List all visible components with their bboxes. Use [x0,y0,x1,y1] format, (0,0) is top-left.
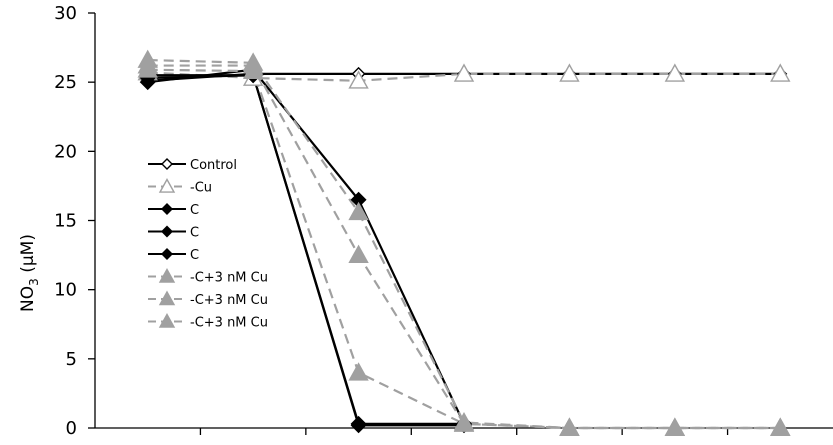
series-line-6 [147,64,781,430]
y-axis-title: NO3 (µM) [18,234,41,312]
y-axis-title-subscript: 3 [27,278,41,286]
legend-label: Control [190,158,237,173]
y-tick-label: 20 [54,141,77,162]
y-tick-label: 25 [54,72,77,93]
data-point-series-7 [453,413,475,432]
data-point-series-1 [770,63,791,82]
legend-label: C [190,203,199,218]
data-point-series-7 [664,417,686,436]
y-axis-title-main: NO [18,286,38,312]
series-line-5 [147,58,781,430]
legend-swatch-marker [161,225,173,238]
legend-label: C [190,226,199,241]
legend-swatch-marker [161,203,173,215]
y-axis-title-unit: (µM) [18,234,38,278]
legend-label: -C+3 nM Cu [190,271,268,286]
y-tick-label: 5 [66,349,77,370]
series-lines [147,58,781,430]
data-point-series-1 [348,70,369,89]
y-tick-label: 10 [54,280,77,301]
series-line-7 [147,68,781,430]
data-point-series-1 [453,63,475,82]
legend-swatch-marker [158,178,176,193]
data-point-series-5 [348,201,369,221]
legend-swatch-marker [161,158,173,170]
legend-swatch-marker [158,268,176,283]
y-tick-label: 30 [54,3,77,24]
data-point-series-7 [348,362,369,381]
legend-label: -Cu [190,181,212,196]
series-markers [137,49,791,436]
data-point-series-4 [350,417,367,434]
legend-label: C [190,248,199,263]
data-point-series-7 [559,417,580,436]
legend-label: -C+3 nM Cu [190,293,268,308]
legend-swatch-marker [161,248,173,260]
y-tick-label: 0 [66,418,77,439]
series-line-4 [147,74,464,427]
data-point-series-6 [348,244,369,263]
data-point-series-1 [559,63,580,82]
legend-swatch-marker [158,313,176,328]
legend-swatch-marker [158,290,176,306]
data-point-series-7 [242,60,264,80]
data-point-series-1 [664,63,686,82]
y-tick-label: 15 [54,211,77,232]
y-axis-ticks: 0 5 10 15 20 25 30 [54,3,95,439]
data-point-series-7 [137,59,158,78]
data-point-series-7 [770,417,791,436]
legend-label: -C+3 nM Cu [190,316,268,331]
